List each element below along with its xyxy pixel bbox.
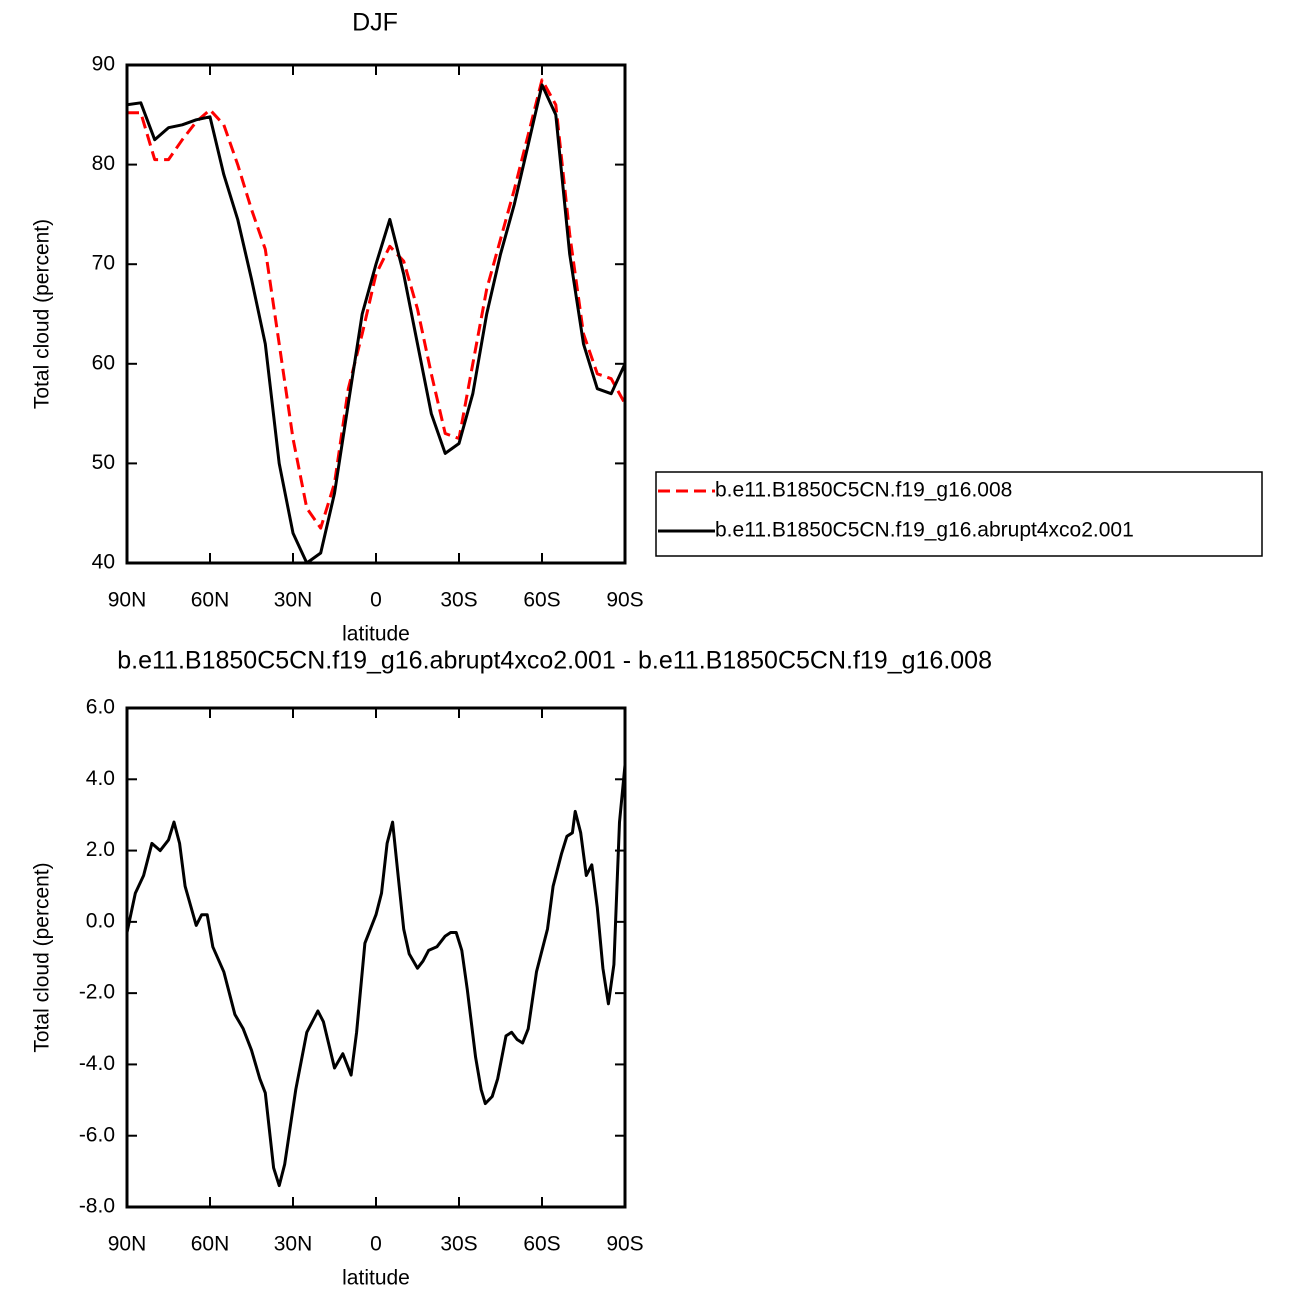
x-tick-label: 60N [191, 589, 230, 612]
data-line [125, 764, 627, 1188]
y-tick-label: -2.0 [79, 981, 115, 1004]
x-tick-label: 90N [108, 589, 147, 612]
chart-title: DJF [352, 9, 398, 37]
legend-label: b.e11.B1850C5CN.f19_g16.008 [715, 479, 1012, 502]
x-tick-label: 90S [606, 589, 643, 612]
y-axis-label: Total cloud (percent) [31, 219, 54, 409]
y-tick-label: 0.0 [86, 909, 115, 932]
y-tick-label: 60 [92, 351, 115, 374]
x-tick-label: 30N [274, 589, 313, 612]
legend-box [655, 471, 1263, 557]
x-tick-label: 30N [274, 1233, 313, 1256]
y-tick-label: 80 [92, 152, 115, 175]
x-tick-label: 90N [108, 1233, 147, 1256]
y-tick-label: 50 [92, 451, 115, 474]
y-tick-label: 4.0 [86, 767, 115, 790]
data-line [127, 78, 627, 530]
x-tick-label: 0 [370, 589, 382, 612]
chart-title: b.e11.B1850C5CN.f19_g16.abrupt4xco2.001 … [117, 647, 992, 675]
x-tick-label: 90S [606, 1233, 643, 1256]
x-tick-label: 60N [191, 1233, 230, 1256]
plot-frame [125, 63, 627, 565]
y-axis-label: Total cloud (percent) [31, 862, 54, 1052]
x-tick-label: 30S [440, 589, 477, 612]
y-tick-label: 6.0 [86, 696, 115, 719]
y-tick-label: 2.0 [86, 838, 115, 861]
plot-frame [125, 706, 627, 1209]
y-tick-label: -8.0 [79, 1195, 115, 1218]
x-tick-label: 60S [523, 589, 560, 612]
y-tick-label: -4.0 [79, 1052, 115, 1075]
x-tick-label: 0 [370, 1233, 382, 1256]
legend-label: b.e11.B1850C5CN.f19_g16.abrupt4xco2.001 [715, 519, 1134, 542]
data-line [126, 83, 627, 565]
y-tick-label: 70 [92, 252, 115, 275]
x-tick-label: 60S [523, 1233, 560, 1256]
x-axis-label: latitude [342, 623, 410, 646]
x-tick-label: 30S [440, 1233, 477, 1256]
y-tick-label: 90 [92, 53, 115, 76]
y-tick-label: -6.0 [79, 1123, 115, 1146]
x-axis-label: latitude [342, 1267, 410, 1290]
y-tick-label: 40 [92, 551, 115, 574]
